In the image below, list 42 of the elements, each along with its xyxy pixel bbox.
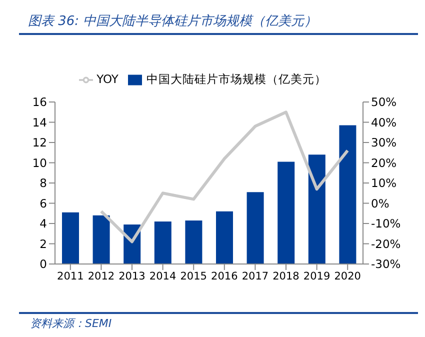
y2-tick-label: -30% bbox=[371, 257, 401, 272]
y2-tick-label: 0% bbox=[371, 196, 390, 210]
y2-tick-label: -10% bbox=[371, 216, 401, 231]
bar bbox=[246, 192, 264, 264]
x-tick-label: 2015 bbox=[180, 270, 207, 282]
y-tick-label: 6 bbox=[40, 196, 47, 210]
y2-tick-label: 10% bbox=[371, 176, 397, 190]
y2-tick-label: 20% bbox=[371, 156, 397, 170]
x-tick-label: 2012 bbox=[88, 270, 115, 282]
x-tick-label: 2011 bbox=[57, 270, 84, 282]
x-tick-label: 2017 bbox=[242, 270, 269, 282]
x-tick-label: 2020 bbox=[334, 270, 361, 282]
y2-tick-label: -20% bbox=[371, 236, 401, 251]
bar bbox=[339, 125, 356, 264]
y2-tick-label: 40% bbox=[371, 115, 397, 130]
x-tick-label: 2014 bbox=[149, 270, 176, 282]
y-tick-label: 16 bbox=[32, 95, 47, 110]
y-tick-label: 10 bbox=[32, 156, 47, 170]
bar bbox=[278, 162, 295, 264]
x-tick-label: 2013 bbox=[118, 270, 146, 282]
legend-label: 中国大陆硅片市场规模（亿美元） bbox=[146, 72, 326, 86]
bar bbox=[216, 211, 233, 264]
y-tick-label: 8 bbox=[40, 176, 47, 190]
y-tick-label: 12 bbox=[32, 136, 47, 150]
bar bbox=[185, 220, 202, 264]
x-tick-label: 2016 bbox=[211, 270, 238, 282]
bar bbox=[308, 154, 326, 264]
bar bbox=[92, 215, 110, 264]
bar bbox=[154, 221, 172, 264]
y-tick-label: 4 bbox=[40, 216, 47, 231]
x-tick-label: 2019 bbox=[303, 270, 330, 282]
legend-label: YOY bbox=[96, 72, 118, 86]
y-tick-label: 2 bbox=[40, 236, 47, 251]
chart-title: 图表 36: 中国大陆半导体硅片市场规模（亿美元） bbox=[28, 13, 318, 30]
y-tick-label: 14 bbox=[32, 115, 47, 130]
text: 资料来源：SEMI bbox=[30, 316, 112, 331]
y2-tick-label: 30% bbox=[371, 136, 397, 150]
y2-tick-label: 50% bbox=[371, 95, 397, 110]
y-tick-label: 0 bbox=[40, 257, 47, 272]
x-tick-label: 2018 bbox=[272, 270, 300, 282]
bar bbox=[62, 212, 79, 264]
line-series bbox=[100, 110, 350, 244]
